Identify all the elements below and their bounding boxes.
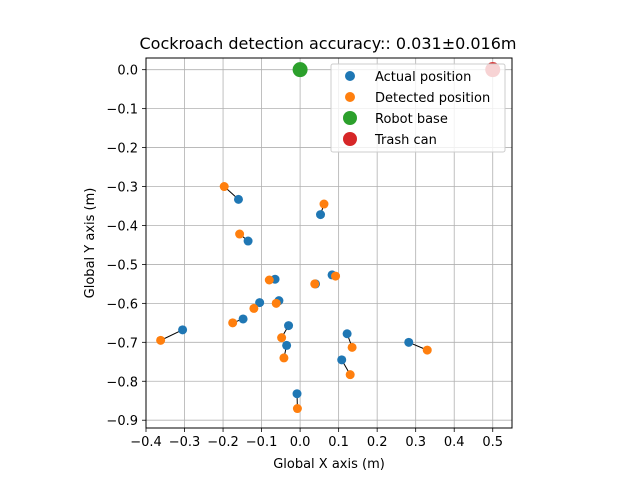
x-tick-label: 0.0: [290, 435, 311, 450]
x-tick-label: 0.1: [328, 435, 349, 450]
detected-position-point: [249, 303, 259, 313]
detected-position-point: [264, 275, 274, 285]
actual-position-point: [238, 314, 248, 324]
detected-position-point: [422, 345, 432, 355]
y-tick-label: −0.9: [106, 414, 138, 429]
legend-actual-marker: [345, 71, 355, 81]
y-tick-label: −0.4: [106, 219, 138, 234]
detected-position-point: [319, 199, 329, 209]
detected-position-point: [271, 298, 281, 308]
detected-position-point: [345, 370, 355, 380]
actual-position-point: [255, 298, 265, 308]
actual-position-point: [284, 321, 294, 331]
x-tick-label: 0.2: [367, 435, 388, 450]
legend-trash-can-marker: [343, 132, 357, 146]
detected-position-point: [228, 318, 238, 328]
y-tick-label: −0.2: [106, 142, 138, 157]
legend-robot-base-marker: [343, 111, 357, 125]
actual-position-point: [404, 337, 414, 347]
actual-position-point: [178, 325, 188, 335]
x-tick-label: −0.3: [169, 435, 201, 450]
x-axis-label: Global X axis (m): [273, 457, 385, 472]
detected-position-point: [279, 353, 289, 363]
detected-position-point: [235, 229, 245, 239]
detected-position-point: [347, 342, 357, 352]
x-tick-label: 0.3: [405, 435, 426, 450]
y-tick-label: −0.8: [106, 375, 138, 390]
actual-position-point: [282, 340, 292, 350]
actual-position-point: [316, 210, 326, 220]
legend-detected-marker: [345, 92, 355, 102]
actual-position-point: [342, 329, 352, 339]
y-tick-label: −0.5: [106, 258, 138, 273]
y-tick-label: −0.7: [106, 336, 138, 351]
detected-position-point: [331, 271, 341, 281]
y-tick-label: −0.6: [106, 297, 138, 312]
y-tick-label: −0.1: [106, 103, 138, 118]
legend-robot-base-label: Robot base: [375, 112, 448, 127]
plot-frame: [145, 57, 513, 429]
y-tick-label: 0.0: [117, 64, 138, 79]
detected-position-point: [292, 404, 302, 414]
actual-position-point: [337, 355, 347, 365]
x-tick-label: −0.2: [207, 435, 239, 450]
y-axis-label: Global Y axis (m): [83, 188, 98, 299]
detected-position-point: [310, 279, 320, 289]
robot-base-point: [292, 62, 308, 78]
actual-position-point: [292, 389, 302, 399]
axis-ticks: −0.4 −0.3 −0.2 −0.1 0.0 0.1 0.2 0.3 0.4 0.5 0.0 −0.…: [106, 64, 503, 450]
legend-actual-label: Actual position: [375, 70, 471, 85]
x-tick-label: −0.4: [130, 435, 162, 450]
y-tick-label: −0.3: [106, 181, 138, 196]
legend-detected-label: Detected position: [375, 91, 490, 106]
detected-position-point: [219, 182, 229, 192]
detected-position-point: [156, 335, 166, 345]
x-tick-label: 0.4: [444, 435, 465, 450]
x-tick-label: −0.1: [246, 435, 278, 450]
actual-position-point: [243, 236, 253, 246]
detected-position-point: [277, 333, 287, 343]
legend-box: [330, 63, 506, 153]
actual-position-point: [233, 194, 243, 204]
x-tick-label: 0.5: [482, 435, 503, 450]
legend: Actual position Detected position Robot …: [330, 63, 506, 153]
chart-title: Cockroach detection accuracy:: 0.031±0.0…: [139, 34, 516, 53]
legend-trash-can-label: Trash can: [374, 133, 437, 148]
